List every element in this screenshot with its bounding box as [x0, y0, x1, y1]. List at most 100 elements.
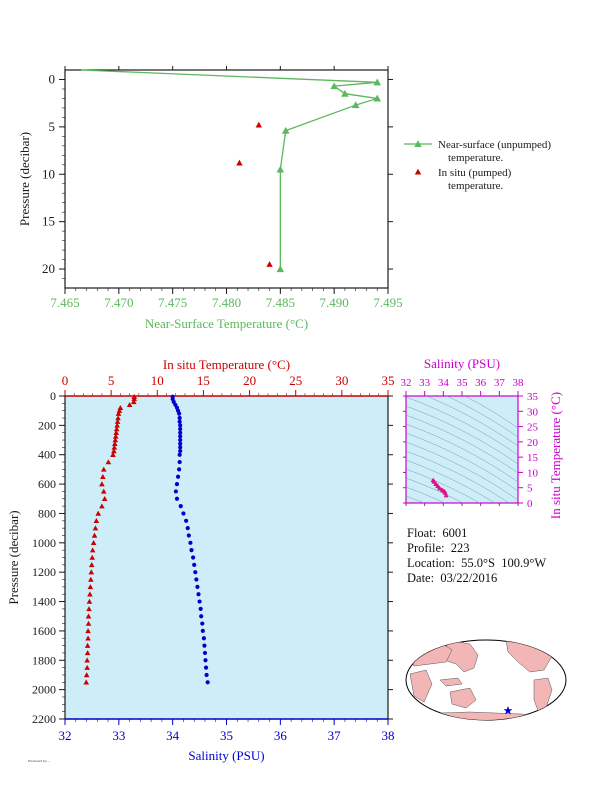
ts-temp-tick-label: 25 [527, 422, 539, 434]
temperature-point [86, 598, 93, 604]
temperature-point [85, 628, 91, 634]
temperature-point [126, 402, 133, 408]
chart2-temp-tick-label: 10 [151, 373, 164, 388]
temperature-point [100, 473, 106, 479]
ts-density-contour [446, 396, 518, 438]
legend-unpumped-marker [414, 140, 422, 148]
chart2-p-tick-label: 600 [38, 477, 56, 491]
temperature-point [100, 466, 107, 472]
salinity-point [178, 430, 183, 435]
ts-sal-tick-label: 33 [419, 377, 431, 389]
ts-point [443, 492, 449, 498]
chart1-unpumped-point [276, 165, 285, 173]
ts-density-contour [406, 405, 518, 465]
ts-density-contour [406, 414, 518, 474]
temperature-point [99, 481, 105, 487]
temperature-point [111, 448, 117, 454]
chart1-ylabel: Pressure (decibar) [17, 132, 32, 226]
legend-pumped-label-2: temperature. [448, 180, 504, 192]
ts-temp-tick-label: 5 [527, 483, 533, 495]
ts-density-contour [406, 468, 481, 503]
chart1-unpumped-point [281, 126, 290, 134]
chart1-unpumped-point [341, 89, 349, 97]
chart1-xtick-label: 7.480 [212, 295, 241, 310]
salinity-point [199, 614, 204, 619]
temperature-point [84, 664, 90, 670]
salinity-point [200, 621, 205, 626]
salinity-point [177, 459, 182, 465]
ts-density-contour [425, 396, 518, 447]
temperature-point [112, 440, 118, 446]
chart2-temp-tick-label: 35 [382, 373, 395, 388]
salinity-point [178, 448, 183, 454]
salinity-point [197, 599, 202, 604]
salinity-point [201, 636, 206, 641]
ts-density-contour [406, 432, 518, 492]
salinity-point [204, 672, 209, 678]
float-info: Float: 6001 Profile: 223 Location: 55.0°… [407, 526, 546, 586]
ts-temp-tick-label: 15 [527, 452, 539, 464]
salinity-point [184, 518, 189, 523]
salinity-point [173, 489, 178, 494]
salinity-point [195, 584, 200, 589]
temperature-point [84, 642, 91, 648]
chart1-xtick-label: 7.475 [158, 295, 187, 310]
temperature-point [115, 410, 122, 416]
chart1-pumped-point [255, 121, 262, 128]
chart2-p-tick-label: 0 [50, 389, 56, 403]
chart2-sal-tick-label: 35 [220, 728, 233, 743]
map-landmass [409, 669, 433, 703]
salinity-point [178, 434, 183, 439]
chart2-p-tick-label: 1600 [32, 624, 56, 638]
temperature-point [112, 433, 119, 439]
ts-sal-tick-label: 38 [513, 377, 525, 389]
chart1-ytick-label: 10 [42, 166, 55, 181]
chart1-xtick-label: 7.465 [50, 295, 79, 310]
salinity-point [177, 419, 182, 424]
legend-pumped-marker [414, 168, 422, 175]
float-location-star [503, 706, 513, 715]
salinity-point [188, 540, 193, 545]
salinity-point [181, 511, 186, 516]
salinity-point [186, 533, 191, 538]
ts-sal-tick-label: 35 [457, 377, 469, 389]
ts-sal-tick-label: 37 [494, 377, 506, 389]
temperature-point [115, 415, 121, 421]
temperature-point [111, 444, 118, 450]
footnote: Produced by ... [28, 759, 51, 763]
legend-pumped-label-1: In situ (pumped) [438, 167, 512, 179]
date: Date: 03/22/2016 [407, 571, 498, 585]
ts-density-contour [406, 441, 518, 501]
chart2-p-tick-label: 1800 [32, 653, 56, 667]
float-id: Float: 6001 [407, 526, 468, 540]
temperature-point [84, 650, 91, 656]
temperature-point [110, 451, 116, 457]
ts-density-contour [406, 477, 464, 503]
temperature-point [117, 404, 124, 410]
temperature-point [89, 547, 96, 553]
chart2-p-tick-label: 800 [38, 506, 56, 520]
ts-density-contour [406, 486, 446, 503]
salinity-point [177, 411, 182, 416]
ts-sal-tick-label: 32 [401, 377, 412, 389]
salinity-point [193, 570, 198, 575]
ts-density-contour [464, 396, 518, 429]
chart2-temp-axis-label: In situ Temperature (°C) [163, 357, 290, 372]
salinity-point [178, 504, 183, 509]
salinity-point [198, 606, 203, 611]
temperature-point [101, 495, 108, 502]
legend-unpumped-label-2: temperature. [448, 152, 504, 164]
chart2-sal-tick-label: 34 [166, 728, 180, 743]
temperature-point [116, 407, 123, 413]
chart1-xtick-label: 7.470 [104, 295, 133, 310]
profile-number: Profile: 223 [407, 541, 470, 555]
salinity-point [178, 437, 183, 443]
map-landmass [439, 677, 463, 687]
chart1-ytick-label: 5 [49, 119, 56, 134]
temperature-point [105, 459, 112, 465]
temperature-point [85, 635, 91, 641]
salinity-point [202, 643, 207, 648]
legend-unpumped-label-1: Near-surface (unpumped) [438, 139, 551, 151]
ts-sal-tick-label: 36 [475, 377, 487, 389]
chart1-unpumped-point [373, 78, 382, 86]
